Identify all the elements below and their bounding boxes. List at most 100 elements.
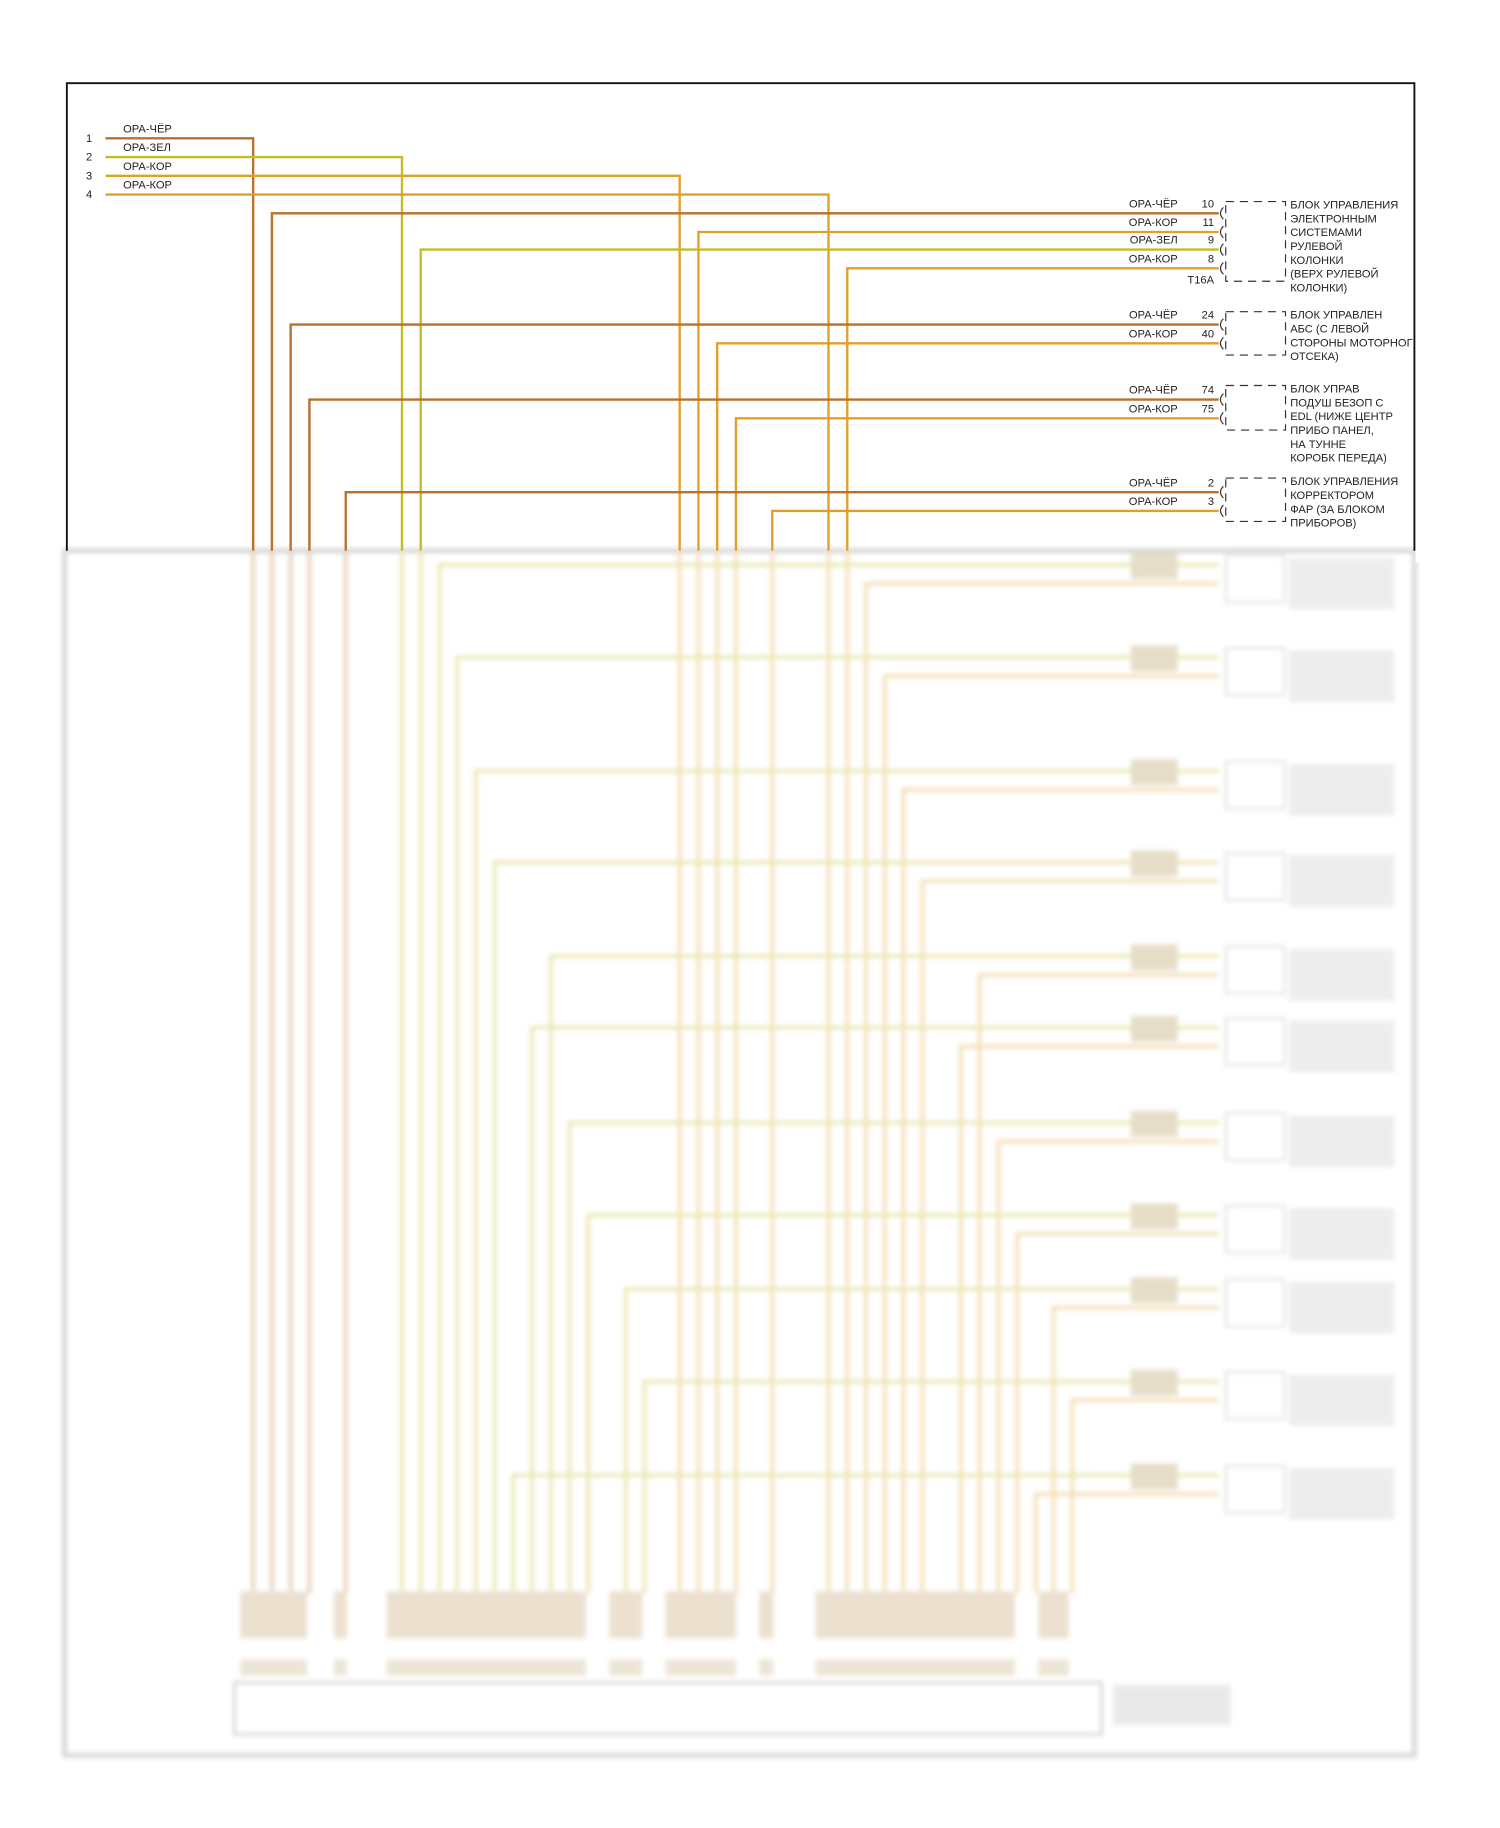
wire xyxy=(864,581,1219,1594)
wire-color-label: ОРА-КОР xyxy=(1129,403,1178,415)
wire-color-label: ОРА-КОР xyxy=(123,180,172,192)
wire-color-label: ОРА-ЧЁР xyxy=(1129,310,1178,322)
connector-pins-blur xyxy=(665,1659,736,1676)
wire xyxy=(492,860,1219,1594)
wire xyxy=(419,248,1219,551)
connector-block-blur xyxy=(386,1591,586,1639)
wire-color-label: ОРА-КОР xyxy=(1129,496,1178,508)
pin-number: 75 xyxy=(1202,403,1214,415)
blurred-lower-section xyxy=(62,548,1417,1758)
component-title-line: (ВЕРХ РУЛЕВОЙ xyxy=(1290,268,1378,281)
wire-color-label: ОРА-КОР xyxy=(123,161,172,173)
connector-block: ОРА-ЧЁР 10 ОРА-КОР 11 ОРА-ЗЕЛ 9 ОРА-КОР 8 T16A БЛ… xyxy=(270,198,1398,551)
component-outline xyxy=(1225,200,1287,282)
terminal-pin-number: 4 xyxy=(86,189,92,201)
component-outline xyxy=(1225,477,1287,523)
component-title-blur xyxy=(1289,1115,1395,1168)
component-outline xyxy=(1224,852,1286,901)
wire-label-blur xyxy=(1130,1277,1178,1304)
pin-number: 10 xyxy=(1202,198,1214,210)
wire xyxy=(771,509,1219,551)
component-outline xyxy=(1224,1017,1286,1067)
component-outline xyxy=(1225,311,1287,356)
component-outline xyxy=(1224,760,1286,810)
component-title-blur xyxy=(1289,1468,1395,1520)
component-title-line: КОРОБК ПЕРЕДА) xyxy=(1290,453,1387,465)
wire-label-blur xyxy=(1130,1203,1178,1230)
component-title-line: БЛОК УПРАВЛЕН xyxy=(1290,310,1382,322)
wire xyxy=(1034,1492,1219,1594)
wire-label-blur xyxy=(1130,1369,1178,1396)
wire-label-blur xyxy=(1130,944,1178,971)
component-outline xyxy=(1224,1204,1286,1254)
component-title-blur xyxy=(1289,1208,1395,1260)
wire xyxy=(901,788,1219,1594)
wire xyxy=(716,342,1219,551)
wire xyxy=(586,1213,1219,1594)
diagram-frame-lower xyxy=(62,548,1417,1758)
wire-label-blur xyxy=(1130,1463,1178,1490)
component-title-line: ФАР (ЗА БЛОКОМ xyxy=(1290,504,1385,516)
component-outline xyxy=(1224,945,1286,995)
wire xyxy=(996,1139,1219,1594)
pin-number: 74 xyxy=(1202,385,1214,397)
wire xyxy=(959,1044,1219,1594)
component-title-line: СИСТЕМАМИ xyxy=(1290,227,1362,239)
component-title-blur xyxy=(1289,1281,1395,1334)
wire-label-blur xyxy=(1130,645,1178,672)
wire xyxy=(105,155,404,551)
pin-socket-icon xyxy=(1219,206,1224,220)
component-title-blur xyxy=(1289,949,1395,1001)
connector-pins-blur xyxy=(815,1659,1015,1676)
component-title-blur xyxy=(1289,1020,1395,1073)
wire-color-label: ОРА-КОР xyxy=(1129,217,1178,229)
component-title-line: ПРИБОРОВ) xyxy=(1290,518,1356,530)
pin-number: 3 xyxy=(1208,496,1214,508)
diagram-frame xyxy=(65,82,1416,551)
wire-color-label: ОРА-ЧЁР xyxy=(1129,477,1178,489)
wire xyxy=(105,137,255,551)
pin-socket-icon xyxy=(1219,243,1224,256)
pin-number: 24 xyxy=(1202,310,1214,322)
wire-color-label: ОРА-ЗЕЛ xyxy=(1130,235,1178,247)
control-unit-outline xyxy=(233,1681,1103,1736)
connector-pins-blur xyxy=(1038,1659,1069,1676)
wire xyxy=(1070,1398,1219,1594)
connector-pins-blur xyxy=(609,1659,643,1676)
wire xyxy=(977,973,1219,1594)
terminal-pin-number: 3 xyxy=(86,170,92,182)
component-title-line: АБС (С ЛЕВОЙ xyxy=(1290,323,1369,336)
component-title-line: НА ТУННЕ xyxy=(1290,439,1346,451)
pin-number: 11 xyxy=(1202,217,1214,229)
pin-socket-icon xyxy=(1219,225,1224,239)
visible-upper-section: 1 ОРА-ЧЁР 2 ОРА-ЗЕЛ 3 ОРА-КОР 4 ОРА-КОР ОРА-ЧЁР 1… xyxy=(65,70,1500,563)
component-title-blur xyxy=(1289,764,1395,816)
component-outline xyxy=(1224,554,1286,604)
wire-label-blur xyxy=(1130,850,1178,877)
component-title-line: ЭЛЕКТРОННЫМ xyxy=(1290,213,1377,225)
pin-socket-icon xyxy=(1219,504,1224,518)
pin-number: 40 xyxy=(1202,328,1214,340)
wire xyxy=(308,398,1219,551)
wire xyxy=(846,267,1219,551)
wire xyxy=(567,1120,1219,1594)
pin-socket-icon xyxy=(1219,393,1224,406)
wire xyxy=(530,1025,1219,1594)
pin-number: 2 xyxy=(1208,477,1214,489)
control-unit-title-blur xyxy=(1113,1685,1231,1725)
pin-number: 9 xyxy=(1208,235,1214,247)
wire xyxy=(734,417,1219,551)
wire xyxy=(344,490,1219,551)
wire xyxy=(437,563,1219,1594)
wire xyxy=(270,212,1219,551)
wire xyxy=(511,1473,1219,1594)
connector-pins-blur xyxy=(240,1659,308,1676)
wire-label-blur xyxy=(1130,1015,1178,1042)
wire xyxy=(455,655,1219,1594)
component-outline xyxy=(1224,1371,1286,1420)
connector-pins-blur xyxy=(386,1659,586,1676)
component-title-line: КОРРЕКТОРОМ xyxy=(1290,490,1374,502)
frame-margin xyxy=(1415,70,1500,563)
